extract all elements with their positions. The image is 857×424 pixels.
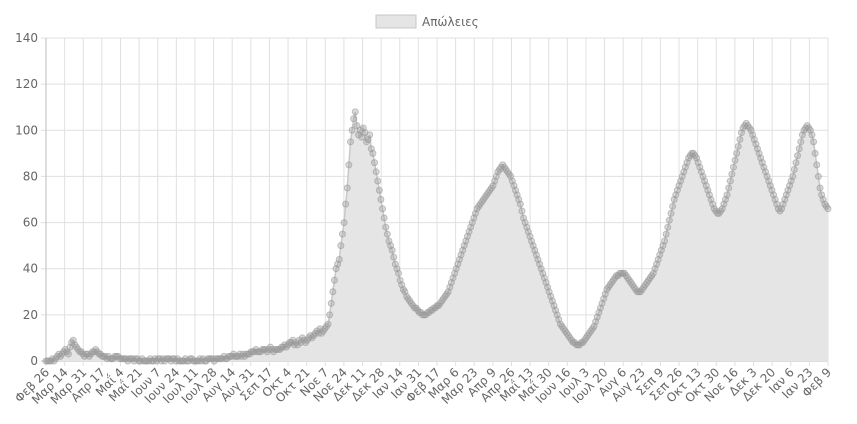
data-point bbox=[342, 200, 350, 208]
data-point bbox=[335, 255, 343, 263]
y-tick-label: 120 bbox=[15, 77, 38, 91]
data-point bbox=[382, 223, 390, 231]
y-tick-label: 20 bbox=[23, 308, 38, 322]
data-point bbox=[661, 237, 669, 245]
data-point bbox=[726, 177, 734, 185]
data-point bbox=[824, 205, 832, 213]
data-point bbox=[375, 186, 383, 194]
data-point bbox=[372, 168, 380, 176]
data-point bbox=[388, 246, 396, 254]
data-point bbox=[326, 311, 334, 319]
y-tick-label: 0 bbox=[30, 354, 38, 368]
data-point bbox=[736, 136, 744, 144]
data-point bbox=[728, 170, 736, 178]
y-axis: 0 20 40 60 80 100 120 140 bbox=[15, 31, 47, 368]
legend[interactable]: Απώλειες bbox=[375, 14, 479, 29]
y-tick-label: 140 bbox=[15, 31, 38, 45]
data-point bbox=[813, 161, 821, 169]
plot-area bbox=[42, 108, 832, 365]
data-point bbox=[369, 149, 377, 157]
data-point bbox=[353, 122, 361, 130]
data-point bbox=[383, 230, 391, 238]
data-point bbox=[64, 350, 72, 358]
data-point bbox=[662, 230, 670, 238]
data-point bbox=[377, 196, 385, 203]
y-tick-label: 100 bbox=[15, 123, 38, 137]
data-point bbox=[797, 138, 805, 146]
data-point bbox=[350, 115, 358, 123]
data-point bbox=[346, 138, 354, 146]
data-point bbox=[338, 230, 346, 238]
y-tick-label: 40 bbox=[23, 262, 38, 276]
data-point bbox=[348, 126, 356, 134]
data-point bbox=[327, 299, 335, 307]
data-point bbox=[792, 159, 800, 167]
data-point bbox=[337, 242, 345, 250]
data-point bbox=[371, 159, 378, 167]
data-point bbox=[345, 161, 353, 169]
data-point bbox=[664, 223, 672, 231]
data-point bbox=[329, 288, 337, 296]
data-point bbox=[734, 142, 742, 150]
data-point bbox=[725, 184, 733, 192]
data-point bbox=[669, 202, 677, 210]
legend-label: Απώλειες bbox=[422, 15, 479, 29]
data-point bbox=[380, 214, 388, 222]
y-tick-label: 60 bbox=[23, 216, 38, 230]
data-point bbox=[330, 276, 338, 284]
data-point bbox=[795, 145, 803, 153]
data-point bbox=[814, 172, 822, 180]
data-point bbox=[395, 269, 403, 277]
legend-swatch bbox=[375, 14, 417, 29]
data-point bbox=[366, 131, 374, 139]
data-point bbox=[729, 163, 737, 171]
data-point bbox=[518, 207, 526, 215]
data-point bbox=[811, 149, 819, 157]
data-point bbox=[794, 152, 802, 160]
y-tick-label: 80 bbox=[23, 169, 38, 183]
data-point bbox=[733, 149, 741, 157]
data-point bbox=[816, 184, 824, 192]
data-point bbox=[790, 166, 798, 174]
data-point bbox=[343, 184, 351, 192]
data-point bbox=[667, 209, 675, 217]
data-point bbox=[390, 253, 398, 261]
series-area bbox=[46, 111, 828, 361]
data-point bbox=[340, 219, 348, 227]
data-point bbox=[808, 131, 816, 139]
data-point bbox=[516, 200, 524, 208]
data-point bbox=[731, 156, 739, 164]
data-point bbox=[810, 138, 818, 146]
data-point bbox=[379, 205, 387, 213]
data-point bbox=[374, 177, 382, 185]
data-point bbox=[358, 133, 366, 141]
data-point bbox=[351, 108, 359, 116]
data-point bbox=[324, 320, 332, 328]
data-point bbox=[665, 216, 673, 224]
data-point bbox=[723, 191, 731, 199]
data-point bbox=[789, 172, 797, 180]
